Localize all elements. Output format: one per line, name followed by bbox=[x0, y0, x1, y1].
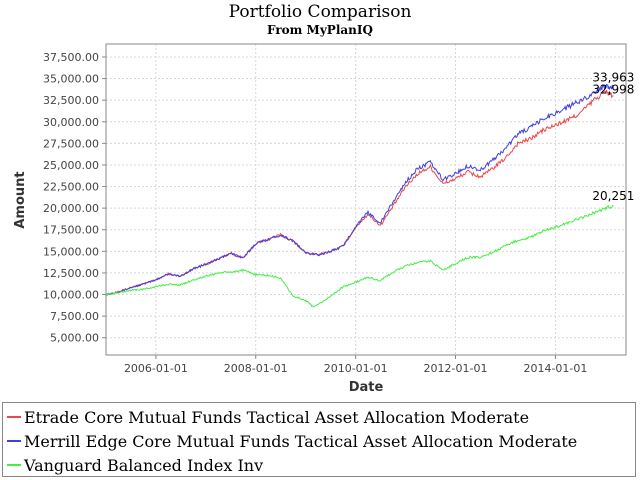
y-tick-label: 32,500.00 bbox=[43, 94, 99, 107]
legend-swatch bbox=[7, 440, 21, 442]
y-tick-label: 22,500.00 bbox=[43, 181, 99, 194]
portfolio-line-chart: Portfolio Comparison From MyPlanIQ 5,000… bbox=[13, 2, 634, 395]
legend-label: Etrade Core Mutual Funds Tactical Asset … bbox=[24, 407, 530, 427]
series-layer bbox=[105, 83, 614, 308]
end-value-label: 20,251 bbox=[592, 189, 634, 203]
y-tick-label: 27,500.00 bbox=[43, 137, 99, 150]
legend: Etrade Core Mutual Funds Tactical Asset … bbox=[2, 402, 636, 477]
x-tick-label: 2012-01-01 bbox=[424, 362, 488, 375]
series-line bbox=[105, 83, 614, 296]
y-tick-label: 5,000.00 bbox=[50, 332, 99, 345]
x-tick-label: 2008-01-01 bbox=[224, 362, 288, 375]
x-axis-label: Date bbox=[349, 380, 384, 395]
end-value-label: 32,998 bbox=[592, 83, 634, 97]
series-line bbox=[105, 89, 614, 296]
y-tick-label: 17,500.00 bbox=[43, 224, 99, 237]
series-line bbox=[105, 204, 614, 308]
chart-title: Portfolio Comparison bbox=[229, 2, 412, 22]
y-tick-label: 12,500.00 bbox=[43, 267, 99, 280]
y-tick-label: 37,500.00 bbox=[43, 51, 99, 64]
chart-subtitle: From MyPlanIQ bbox=[267, 23, 373, 37]
legend-swatch bbox=[7, 464, 21, 466]
y-tick-label: 35,000.00 bbox=[43, 73, 99, 86]
legend-item: Vanguard Balanced Index Inv bbox=[3, 453, 635, 477]
grid-layer bbox=[106, 44, 626, 355]
legend-item: Merrill Edge Core Mutual Funds Tactical … bbox=[3, 429, 635, 453]
y-tick-label: 25,000.00 bbox=[43, 159, 99, 172]
legend-swatch bbox=[7, 416, 21, 418]
y-tick-label: 15,000.00 bbox=[43, 245, 99, 258]
y-tick-label: 10,000.00 bbox=[43, 289, 99, 302]
legend-label: Vanguard Balanced Index Inv bbox=[24, 455, 264, 475]
x-tick-label: 2010-01-01 bbox=[324, 362, 388, 375]
x-tick-label: 2014-01-01 bbox=[523, 362, 587, 375]
y-axis-label: Amount bbox=[13, 171, 28, 228]
y-tick-label: 30,000.00 bbox=[43, 116, 99, 129]
y-tick-label: 20,000.00 bbox=[43, 202, 99, 215]
plot-area bbox=[105, 43, 627, 356]
legend-label: Merrill Edge Core Mutual Funds Tactical … bbox=[24, 431, 578, 451]
x-tick-label: 2006-01-01 bbox=[124, 362, 188, 375]
y-tick-label: 7,500.00 bbox=[50, 310, 99, 323]
legend-item: Etrade Core Mutual Funds Tactical Asset … bbox=[3, 405, 635, 429]
end-value-label: 33,963 bbox=[592, 71, 634, 85]
axes-layer: 5,000.00 7,500.00 10,000.00 12,500.00 15,000… bbox=[43, 51, 587, 375]
